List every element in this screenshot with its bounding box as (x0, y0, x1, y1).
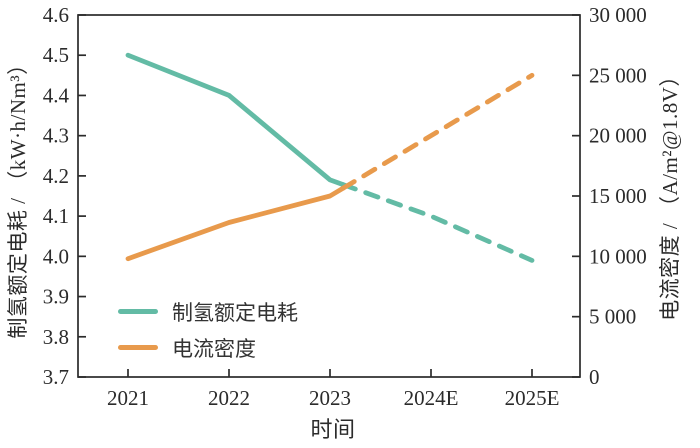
y-left-tick-label: 4.2 (43, 164, 69, 188)
y-right-tick-label: 20 000 (589, 124, 647, 148)
series-line-solid-1 (125, 185, 346, 262)
series-line-dashed-0 (340, 182, 535, 263)
legend-item: 制氢额定电耗 (118, 299, 298, 325)
legend-label: 制氢额定电耗 (172, 300, 298, 325)
x-tick-label: 2023 (309, 386, 351, 410)
y-right-tick-label: 25 000 (589, 63, 647, 87)
y-left-tick-label: 4.6 (43, 3, 69, 27)
legend-item: 电流密度 (118, 335, 298, 361)
x-tick-label: 2024E (404, 386, 459, 410)
right-axis-title: 电流密度 / （A/m²@1.8V） (658, 65, 682, 321)
y-right-tick-label: 0 (589, 365, 600, 389)
y-left-tick-label: 4.5 (43, 43, 69, 67)
y-left-tick-label: 4.1 (43, 204, 69, 228)
y-left-tick-label: 4.4 (43, 83, 70, 107)
series-line-solid-0 (125, 52, 346, 188)
y-left-tick-label: 3.9 (43, 285, 69, 309)
y-right-tick-label: 10 000 (589, 244, 647, 268)
legend-label: 电流密度 (172, 336, 256, 361)
x-tick-label: 2022 (208, 386, 250, 410)
series-line-dashed-1 (340, 72, 535, 191)
y-left-tick-label: 4.0 (43, 244, 69, 268)
left-axis-title: 制氢额定电耗 / （kW·h/Nm³） (6, 53, 30, 339)
legend-line-swatch (118, 309, 158, 314)
legend: 制氢额定电耗 电流密度 (118, 299, 298, 361)
legend-line-swatch (118, 345, 158, 350)
x-tick-label: 2025E (505, 386, 560, 410)
x-tick-label: 2021 (107, 386, 149, 410)
x-axis-title: 时间 (310, 417, 356, 442)
y-right-tick-label: 30 000 (589, 3, 647, 27)
y-right-tick-label: 5 000 (589, 305, 636, 329)
y-right-tick-label: 15 000 (589, 184, 647, 208)
y-left-tick-label: 3.7 (43, 365, 69, 389)
y-left-tick-label: 3.8 (43, 325, 69, 349)
y-left-tick-label: 4.3 (43, 124, 69, 148)
